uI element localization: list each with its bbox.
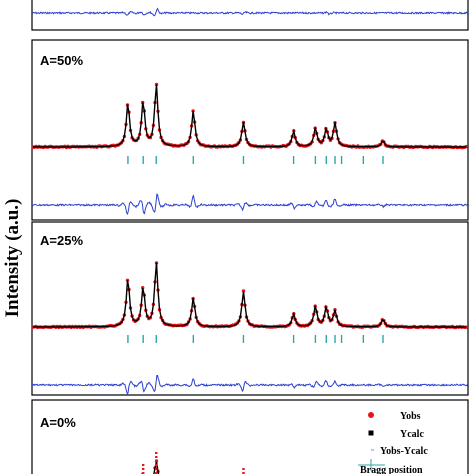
legend-yobs-marker [368, 412, 374, 418]
legend: Yobs Ycalc Yobs-Ycalc Bragg position [358, 411, 428, 474]
panel-frame-2 [31, 221, 469, 396]
data-layers [31, 7, 468, 474]
diff-curve-2 [31, 375, 468, 395]
panel-label-a50: A=50% [40, 53, 83, 68]
panel-0-data [31, 7, 468, 17]
diff-curve-1 [31, 193, 468, 215]
panel-3-data [141, 451, 245, 474]
legend-yobs-label: Yobs [400, 411, 421, 422]
yobs-point [191, 109, 195, 113]
ycalc-curve-1 [32, 84, 467, 148]
panel-label-a25: A=25% [40, 233, 83, 248]
panel-2-data [31, 261, 468, 395]
yobs-point [241, 289, 246, 293]
yobs-point [141, 286, 145, 290]
panel-frames [31, 0, 469, 474]
diff-curve-0 [31, 7, 468, 17]
panel-frame-3 [31, 399, 469, 474]
panel-frame-1 [31, 39, 469, 221]
panel-frame-0 [31, 0, 469, 31]
legend-diff-label: Yobs-Ycalc [380, 446, 428, 457]
legend-ycalc-marker [368, 430, 374, 436]
panel-1-data [31, 82, 468, 215]
panel-label-a0: A=0% [40, 415, 76, 430]
legend-ycalc-label: Ycalc [400, 429, 424, 440]
y-axis-label: Intensity (a.u.) [2, 199, 23, 318]
ycalc-curve-2 [32, 262, 467, 328]
legend-bragg-label: Bragg position [360, 465, 423, 474]
